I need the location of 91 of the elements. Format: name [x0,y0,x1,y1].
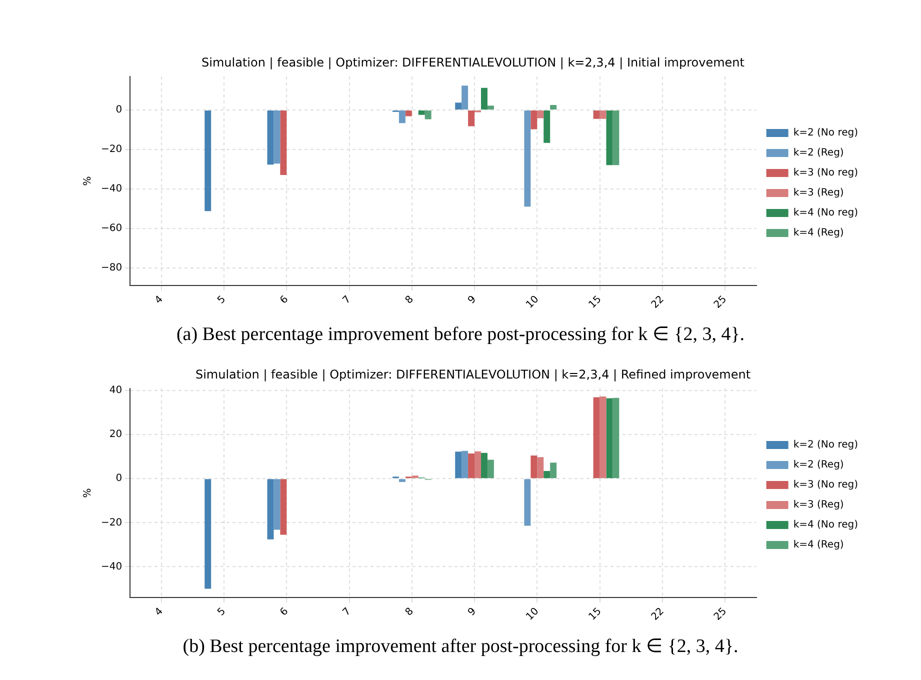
bar [480,452,488,478]
legend-label: k=3 (Reg) [793,500,844,511]
bar [480,88,488,110]
x-tick-label: 5 [216,606,228,618]
chart-title: Simulation | feasible | Optimizer: DIFFERENTIALEVOLUTION | k=2,3,4 | Initial improvement [202,55,745,70]
bar [550,105,557,110]
text: (a) Best percentage improvement before post-processing for k ∈ {2, 3, 4}. [175,323,746,346]
x-tick-label: 7 [340,294,354,306]
legend-label: k=4 (No reg) [793,208,858,219]
legend-label: k=2 (No reg) [793,128,858,139]
bar [487,106,494,110]
bar [405,110,412,116]
bar [600,110,606,119]
bar [398,479,406,482]
bar [524,110,531,207]
bar [544,110,550,143]
y-tick-label: −40 [100,183,122,194]
bar [468,110,475,126]
bar [267,479,274,540]
bar [606,110,613,166]
y-tick-label: −20 [100,517,122,528]
bar [600,396,606,478]
bar [530,110,538,130]
bar [487,460,494,478]
legend-label: k=3 (Reg) [793,188,844,199]
bar [544,470,550,478]
chart-title: Simulation | feasible | Optimizer: DIFFERENTIALEVOLUTION | k=2,3,4 | Refined improvement [195,367,751,382]
legend-label: k=4 (No reg) [793,520,858,531]
bar [204,110,212,212]
x-tick-label: 8 [404,294,416,306]
x-tick-label: 15 [586,606,604,623]
bar [424,110,432,120]
bar [280,110,287,176]
legend-label: k=2 (Reg) [793,460,844,471]
x-tick-label: 22 [650,294,666,311]
x-tick-label: 9 [466,294,478,306]
legend-label: k=2 (Reg) [793,148,844,159]
y-tick-label: −20 [100,144,122,155]
bar [462,86,468,110]
y-tick-label: −60 [100,222,122,234]
y-tick-label: −80 [100,262,122,274]
bar [204,479,212,589]
bar [474,451,481,478]
bar [412,476,418,478]
x-tick-label: 6 [278,606,291,618]
legend-label: k=3 (No reg) [793,168,858,179]
bar [612,110,620,166]
y-tick-label: 40 [109,385,122,396]
x-tick-label: 4 [153,606,166,618]
y-tick-label: 20 [109,429,122,440]
x-tick-label: 25 [712,606,729,623]
x-tick-label: 8 [404,606,416,618]
x-tick-label: 22 [650,606,666,623]
y-tick-label: 0 [116,104,122,116]
bar [418,110,425,115]
bar [612,398,620,478]
x-tick-label: 4 [153,294,166,306]
y-tick-label: 0 [116,473,122,484]
x-tick-label: 7 [340,606,354,618]
x-tick-label: 6 [278,294,291,306]
bar [455,102,462,110]
bar [593,397,600,478]
x-tick-label: 9 [466,606,478,618]
x-tick-label: 10 [524,294,542,311]
bar [537,457,544,478]
bar [274,479,280,530]
legend-label: k=3 (No reg) [793,480,858,491]
bar [606,398,613,478]
bar [455,452,462,478]
text: (b) Best percentage improvement after post-processing for k ∈ {2, 3, 4}. [182,635,740,658]
bar [593,110,600,119]
x-tick-label: 15 [586,294,604,311]
bar [537,110,544,118]
bar [398,110,406,124]
y-axis-title: % [82,176,94,186]
legend-label: k=2 (No reg) [793,440,858,451]
x-tick-label: 5 [216,294,228,306]
bar [524,479,531,526]
y-axis-title: % [82,488,94,498]
x-tick-label: 10 [524,606,542,623]
bar [267,110,274,165]
bar [550,462,557,478]
bar [530,456,538,478]
bar [462,450,468,478]
bar [468,454,475,478]
x-tick-label: 25 [712,294,729,311]
bar [280,479,287,535]
y-tick-label: −40 [100,561,122,572]
legend-label: k=4 (Reg) [793,228,844,239]
bar [274,110,280,164]
legend-label: k=4 (Reg) [793,540,844,551]
